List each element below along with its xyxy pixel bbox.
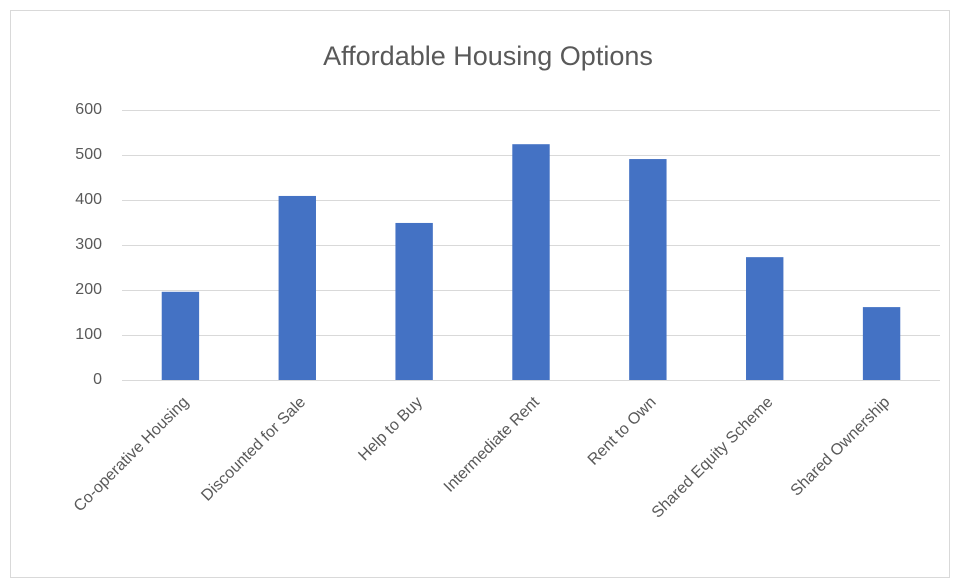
bar bbox=[512, 144, 550, 380]
y-tick-label: 0 bbox=[93, 371, 102, 388]
y-tick-label: 600 bbox=[75, 101, 102, 118]
y-tick-label: 500 bbox=[75, 146, 102, 163]
bar bbox=[278, 195, 316, 380]
chart-title: Affordable Housing Options bbox=[323, 41, 653, 71]
y-tick-label: 100 bbox=[75, 326, 102, 343]
y-tick-label: 200 bbox=[75, 281, 102, 298]
bar bbox=[395, 222, 433, 380]
bar bbox=[862, 307, 901, 380]
bar bbox=[161, 291, 200, 380]
bar bbox=[629, 159, 667, 380]
y-tick-label: 300 bbox=[75, 236, 102, 253]
y-tick-label: 400 bbox=[75, 191, 102, 208]
bar bbox=[746, 257, 784, 380]
chart-border bbox=[10, 10, 950, 578]
